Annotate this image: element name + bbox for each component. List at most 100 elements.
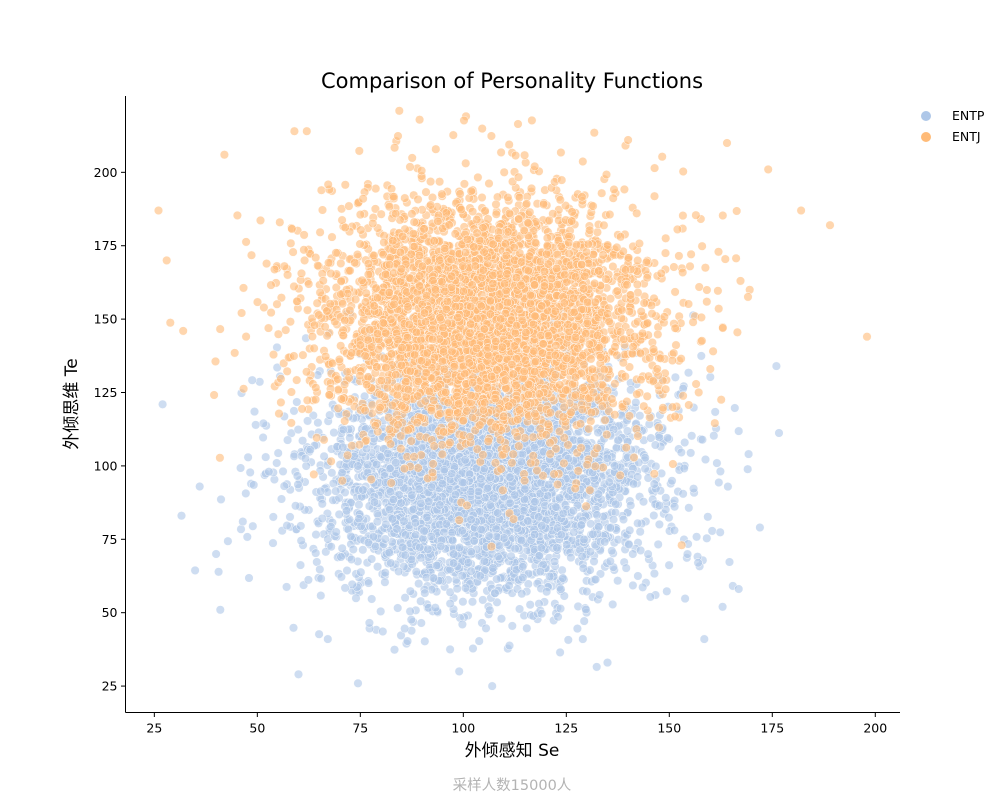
point-entp: [364, 618, 374, 628]
point-entp: [611, 443, 622, 453]
point-entp: [555, 604, 566, 614]
point-entp: [298, 436, 308, 446]
point-entp: [555, 493, 565, 503]
point-entp: [316, 486, 326, 496]
point-entp: [600, 537, 610, 547]
point-entp: [268, 512, 278, 522]
point-entp: [449, 549, 459, 559]
point-entp: [401, 530, 411, 540]
point-entp: [774, 428, 784, 438]
point-entp: [423, 544, 433, 554]
point-entp: [457, 619, 467, 629]
point-entp: [651, 461, 661, 471]
point-entp: [687, 431, 697, 441]
point-entp: [667, 476, 677, 486]
point-entp: [629, 479, 639, 489]
point-entp: [414, 579, 424, 589]
point-entp: [536, 543, 546, 553]
point-entp: [469, 536, 479, 546]
point-entp: [346, 554, 357, 564]
point-entp: [578, 634, 588, 644]
point-entp: [625, 525, 635, 535]
point-entp: [696, 351, 706, 361]
point-entp: [214, 567, 224, 577]
point-entp: [367, 594, 377, 604]
point-entp: [635, 527, 645, 537]
point-entp: [414, 484, 424, 494]
point-entp: [313, 418, 323, 428]
point-entp: [420, 636, 430, 646]
point-entp: [689, 484, 699, 494]
point-entp: [482, 483, 492, 493]
point-entp: [247, 375, 257, 385]
point-entp: [504, 641, 515, 651]
point-entp: [537, 521, 547, 531]
point-entp: [572, 624, 582, 634]
point-entp: [613, 435, 623, 445]
point-entp: [285, 512, 295, 522]
point-entp: [353, 461, 363, 471]
point-entp: [293, 425, 303, 435]
point-entp: [276, 494, 287, 504]
point-entp: [387, 514, 397, 524]
point-entp: [558, 573, 568, 583]
point-entp: [331, 527, 341, 537]
point-entp: [467, 597, 478, 607]
point-entp: [487, 681, 497, 691]
point-entp: [419, 526, 429, 536]
point-entp: [730, 403, 740, 413]
point-entp: [282, 582, 292, 592]
point-entp: [445, 644, 455, 654]
point-entp: [363, 460, 373, 470]
point-entp: [530, 443, 540, 453]
point-entp: [488, 563, 498, 573]
point-entp: [576, 520, 586, 530]
point-entp: [305, 445, 315, 455]
point-entp: [389, 645, 400, 655]
point-entp: [292, 397, 302, 407]
point-entp: [518, 573, 528, 583]
point-entp: [718, 602, 728, 612]
point-entp: [289, 406, 299, 416]
point-entp: [392, 524, 402, 534]
point-entp: [624, 540, 634, 550]
point-entp: [595, 590, 605, 600]
point-entp: [592, 662, 602, 672]
point-entp: [244, 573, 254, 583]
point-entp: [654, 519, 664, 529]
point-entp: [354, 514, 364, 524]
point-entp: [416, 618, 426, 628]
point-entj: [678, 211, 688, 221]
point-entp: [602, 453, 612, 463]
point-entp: [255, 377, 265, 387]
point-entp: [563, 635, 573, 645]
point-entp: [291, 501, 301, 511]
point-entp: [356, 567, 366, 577]
point-entp: [549, 557, 560, 567]
point-entp: [522, 623, 532, 633]
point-entp: [562, 540, 572, 550]
point-entp: [492, 574, 502, 584]
point-entp: [743, 464, 753, 474]
point-entp: [626, 500, 636, 510]
point-entp: [680, 594, 690, 604]
point-entp: [354, 500, 364, 510]
point-entp: [585, 547, 595, 557]
point-entp: [649, 510, 659, 521]
point-entp: [261, 452, 271, 462]
point-entp: [628, 549, 638, 559]
point-entp: [428, 573, 439, 583]
point-entj: [413, 463, 423, 473]
point-entp: [635, 411, 645, 421]
point-entp: [303, 575, 313, 585]
point-entp: [474, 636, 484, 646]
point-entp: [398, 542, 408, 552]
point-entp: [723, 482, 733, 492]
point-entp: [608, 599, 618, 609]
point-entp: [340, 583, 350, 593]
point-entp: [383, 448, 393, 458]
point-entp: [605, 523, 615, 533]
point-entp: [650, 440, 660, 450]
point-entp: [505, 498, 515, 508]
point-entp: [493, 508, 503, 518]
